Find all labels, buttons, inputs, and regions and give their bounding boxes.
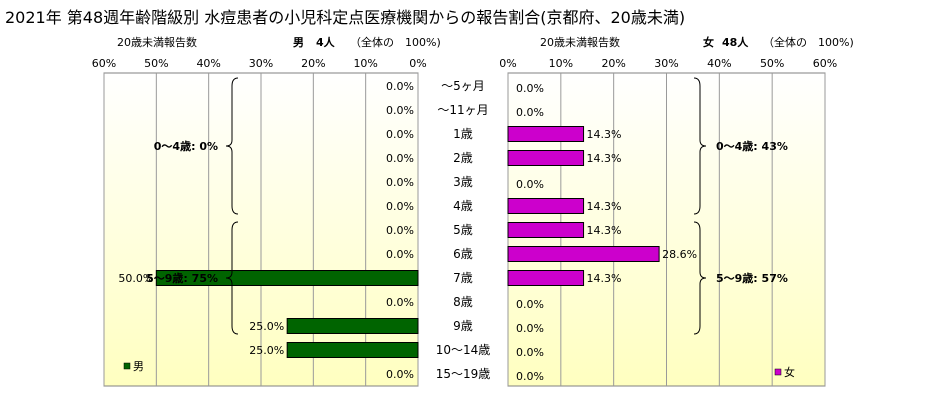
age-category-label: 1歳: [453, 127, 473, 141]
female-total-note: （全体の 100%): [763, 36, 854, 49]
age-category-label: 8歳: [453, 295, 473, 309]
female-x-tick-label: 0%: [499, 57, 516, 70]
female-bar: [507, 222, 585, 238]
male-data-label: 0.0%: [386, 104, 414, 117]
age-category-label: 4歳: [453, 199, 473, 213]
male-data-label: 0.0%: [386, 80, 414, 93]
male-age-group-label: 5〜9歳: 75%: [146, 271, 218, 285]
age-category-label: 6歳: [453, 247, 473, 261]
female-data-label: 0.0%: [516, 298, 544, 311]
female-data-label: 0.0%: [516, 370, 544, 383]
chart-title: 2021年 第48週年齢階級別 水痘患者の小児科定点医療機関からの報告割合(京都…: [5, 8, 686, 27]
female-x-tick-label: 40%: [707, 57, 731, 70]
female-x-tick-label: 20%: [601, 57, 625, 70]
age-category-label: 5歳: [453, 223, 473, 237]
male-total-note: （全体の 100%): [350, 36, 441, 49]
male-age-group-brace: [225, 221, 239, 335]
male-data-label: 0.0%: [386, 296, 414, 309]
female-bar: [507, 150, 585, 166]
female-data-label: 28.6%: [662, 248, 697, 261]
male-data-label: 25.0%: [249, 320, 284, 333]
female-count-label: 48人: [722, 36, 749, 49]
female-data-label: 0.0%: [516, 82, 544, 95]
female-age-group-label: 5〜9歳: 57%: [716, 271, 788, 285]
female-x-tick-label: 10%: [549, 57, 573, 70]
female-x-tick-label: 50%: [760, 57, 784, 70]
female-data-label: 0.0%: [516, 178, 544, 191]
male-x-tick-label: 60%: [92, 57, 116, 70]
male-x-tick-label: 40%: [196, 57, 220, 70]
male-legend-swatch: [123, 362, 131, 370]
male-data-label: 0.0%: [386, 200, 414, 213]
female-data-label: 0.0%: [516, 346, 544, 359]
male-age-group-label: 0〜4歳: 0%: [154, 139, 218, 153]
male-bar: [286, 318, 419, 334]
female-x-tick-label: 60%: [813, 57, 837, 70]
female-data-label: 14.3%: [587, 152, 622, 165]
male-x-tick-label: 20%: [301, 57, 325, 70]
female-legend-label: 女: [784, 365, 795, 379]
male-data-label: 50.0%: [118, 272, 153, 285]
female-sex-label: 女: [703, 36, 714, 49]
male-sex-label: 男: [293, 36, 304, 49]
male-count-label: 4人: [316, 36, 335, 49]
age-category-label: 7歳: [453, 271, 473, 285]
female-axis-title: 20歳未満報告数: [540, 36, 620, 49]
female-data-label: 14.3%: [587, 128, 622, 141]
female-legend-swatch: [774, 368, 782, 376]
female-data-label: 0.0%: [516, 106, 544, 119]
age-group-annotations: 0〜4歳: 0% 5〜9歳: 75% 0〜4歳: 43% 5〜9歳: 57%: [146, 77, 788, 335]
age-category-label: 9歳: [453, 319, 473, 333]
male-bar: [155, 270, 419, 286]
age-category-label: 2歳: [453, 151, 473, 165]
male-x-tick-label: 10%: [353, 57, 377, 70]
female-data-label: 14.3%: [587, 200, 622, 213]
male-x-tick-label: 30%: [249, 57, 273, 70]
male-data-label: 0.0%: [386, 368, 414, 381]
data-labels: 0.0% 0.0% 0.0% 0.0% 0.0% 14.3% 0.0% 14.3% 0.0% 0.…: [118, 80, 697, 383]
female-bar: [507, 270, 585, 286]
male-age-group-brace: [225, 77, 239, 215]
female-bar: [507, 198, 585, 214]
female-age-group-brace: [693, 221, 707, 335]
female-bar: [507, 246, 660, 262]
male-x-tick-label: 50%: [144, 57, 168, 70]
age-category-label: 3歳: [453, 175, 473, 189]
legends: 男女: [123, 360, 795, 379]
female-data-label: 14.3%: [587, 272, 622, 285]
female-data-label: 14.3%: [587, 224, 622, 237]
age-category-label: 〜5ヶ月: [441, 79, 485, 93]
age-category-label: 〜11ヶ月: [437, 103, 488, 117]
male-data-label: 0.0%: [386, 128, 414, 141]
age-category-label: 10〜14歳: [436, 343, 491, 357]
male-data-label: 0.0%: [386, 152, 414, 165]
male-bar: [286, 342, 419, 358]
age-category-label: 15〜19歳: [436, 367, 491, 381]
male-data-label: 0.0%: [386, 248, 414, 261]
male-legend-label: 男: [133, 360, 144, 373]
male-data-label: 0.0%: [386, 224, 414, 237]
male-axis-title: 20歳未満報告数: [117, 36, 197, 49]
axis-tick-labels: 0% 0% 10% 10% 20% 20% 30% 30% 40% 40% 50% 50% 60% 60%: [92, 57, 837, 70]
female-age-group-brace: [693, 77, 707, 215]
male-data-label: 25.0%: [249, 344, 284, 357]
age-category-labels: 〜5ヶ月〜11ヶ月 1歳 2歳 3歳 4歳 5歳 6歳 7歳 8歳 9歳 10〜14歳 15〜19歳: [436, 79, 491, 381]
female-x-tick-label: 30%: [654, 57, 678, 70]
female-bar: [507, 126, 585, 142]
male-data-label: 0.0%: [386, 176, 414, 189]
bars: [155, 126, 660, 358]
male-x-tick-label: 0%: [409, 57, 426, 70]
female-data-label: 0.0%: [516, 322, 544, 335]
female-age-group-label: 0〜4歳: 43%: [716, 139, 788, 153]
